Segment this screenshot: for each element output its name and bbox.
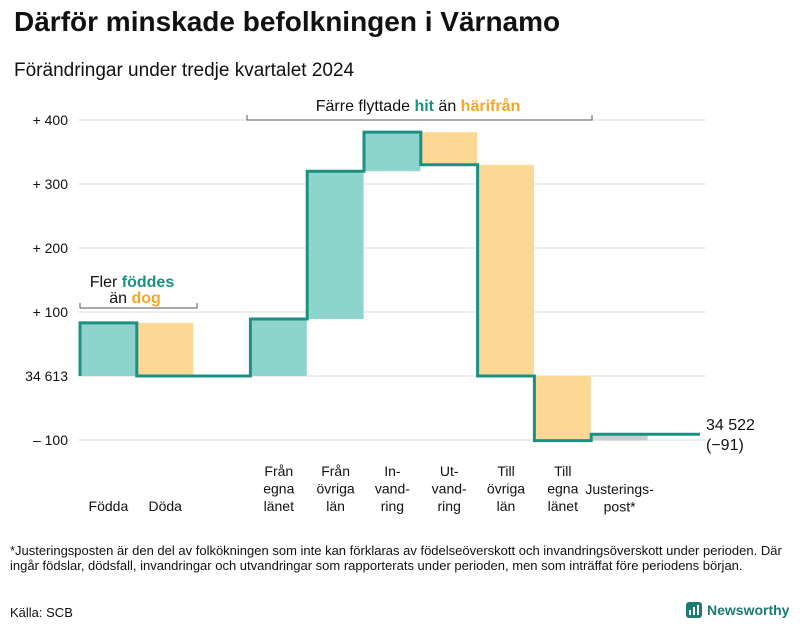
footnote: *Justeringsposten är den del av folkökni…: [10, 543, 782, 573]
category-label: Justerings-: [585, 481, 654, 497]
category-label: Från: [321, 463, 350, 479]
bar-chart-icon: [686, 602, 702, 618]
end-value-label: 34 522: [706, 417, 755, 434]
category-label: Till: [554, 463, 571, 479]
category-label: länet: [548, 498, 578, 514]
brand-name: Newsworthy: [707, 602, 790, 618]
bar-increase: [307, 171, 364, 320]
step-line: [78, 130, 700, 443]
y-tick-label: + 100: [33, 304, 69, 320]
bar-increase: [80, 322, 137, 376]
bar-increase: [250, 319, 307, 376]
annotation-moves: Färre flyttade hit än härifrån: [316, 97, 521, 115]
bar-decrease: [534, 376, 591, 441]
category-label: övriga: [317, 481, 355, 497]
category-label: Födda: [89, 498, 129, 514]
annotation-births-bracket: [79, 303, 198, 309]
annotation-births-line1: Fler föddes: [90, 274, 175, 291]
category-label: In-: [384, 463, 401, 479]
category-label: egna: [547, 481, 578, 497]
category-label: vand-: [432, 481, 467, 497]
y-tick-label: + 400: [33, 112, 69, 128]
bar-decrease: [137, 322, 194, 376]
annotation-moves-bracket: [246, 115, 593, 121]
category-label: ring: [381, 498, 404, 514]
category-label: Döda: [148, 498, 182, 514]
bar-decrease: [421, 132, 478, 165]
category-label: övriga: [487, 481, 525, 497]
category-label: Från: [264, 463, 293, 479]
category-label: vand-: [375, 481, 410, 497]
brand-logo: Newsworthy: [686, 602, 789, 618]
category-label: län: [497, 498, 516, 514]
category-label: länet: [264, 498, 294, 514]
y-tick-label: + 300: [33, 176, 69, 192]
y-tick-label: 34 613: [25, 368, 68, 384]
end-change-label: (−91): [706, 437, 744, 454]
y-tick-label: – 100: [33, 432, 68, 448]
chart-title: Därför minskade befolkningen i Värnamo: [14, 6, 561, 37]
source-label: Källa: SCB: [10, 605, 73, 620]
category-label: län: [326, 498, 345, 514]
category-label: post*: [604, 499, 636, 515]
category-label: egna: [263, 481, 294, 497]
y-tick-label: + 200: [33, 240, 69, 256]
category-label: Till: [497, 463, 514, 479]
bar-decrease: [478, 164, 534, 376]
annotation-births-line2: än dog: [109, 290, 161, 307]
category-label: Ut-: [440, 463, 459, 479]
chart-subtitle: Förändringar under tredje kvartalet 2024: [14, 60, 355, 81]
bar-adjustment: [591, 434, 648, 441]
bar-increase: [364, 132, 421, 172]
category-label: ring: [438, 498, 461, 514]
waterfall-chart: + 400 + 300 + 200 + 100 34 613 – 100 Födda Döda…: [25, 97, 755, 515]
